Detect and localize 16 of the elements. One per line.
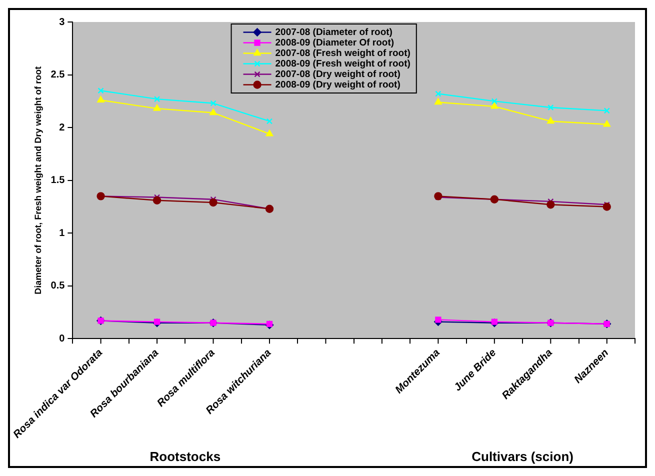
text: Rootstocks — [150, 449, 221, 464]
y-tick-label: 1.5 — [50, 175, 66, 186]
y-tick-label: 2.5 — [50, 70, 66, 81]
y-tick-label: 0.5 — [50, 280, 66, 292]
legend-label: 2007-08 (Dry weight of root) — [275, 68, 400, 80]
legend-label: 2008-09 (Diameter Of root) — [275, 37, 394, 48]
legend-label: 2007-08 (Diameter of root) — [275, 26, 392, 38]
y-tick-label: 2 — [59, 122, 66, 134]
y-axis-title: Diameter of root, Fresh weight and Dry weight of root — [32, 66, 43, 294]
y-tick-label: 1 — [59, 228, 66, 239]
legend-label: 2008-09 (Fresh weight of root) — [275, 58, 410, 70]
y-tick-label: 0 — [59, 333, 66, 344]
legend-label: 2008-09 (Dry weight of root) — [275, 79, 400, 90]
y-tick-label: 3 — [59, 16, 66, 28]
legend-label: 2007-08 (Fresh weight of root) — [275, 48, 410, 59]
text: Cultivars (scion) — [472, 449, 574, 464]
